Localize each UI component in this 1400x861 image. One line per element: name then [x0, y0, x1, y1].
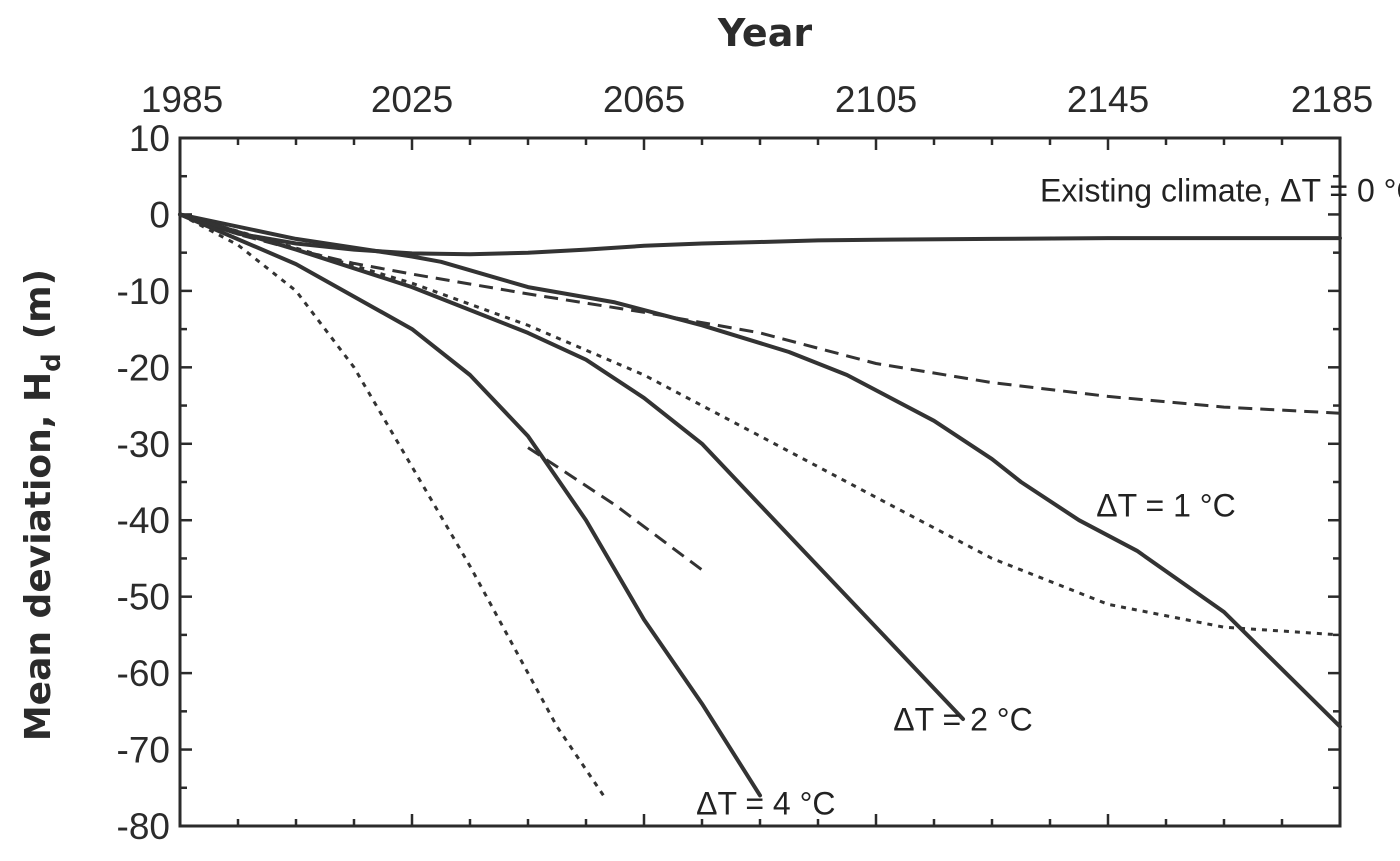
x-tick-label: 2025	[371, 79, 453, 120]
series-line-dotted-8	[179, 213, 605, 797]
y-tick-label: 10	[129, 118, 170, 159]
y-axis-label-subscript: d	[37, 353, 67, 372]
series-annotation: Existing climate, ΔT = 0 °C	[1040, 172, 1400, 208]
series-group	[178, 212, 1342, 798]
series-line-dashed-2	[179, 212, 1341, 415]
x-tick-label: 2105	[835, 79, 917, 120]
y-tick-label: -20	[117, 347, 170, 388]
x-tick-label: 1985	[141, 79, 223, 120]
y-tick-label: -80	[117, 806, 170, 847]
axis-tick-labels: 1985 2025 2065 2105 2145 2185 10 0 -10 -20 -30 -40 -…	[117, 79, 1374, 847]
series-annotation: ΔT = 2 °C	[893, 701, 1032, 737]
y-tick-label: -50	[117, 577, 170, 618]
y-tick-label: -10	[117, 271, 170, 312]
svg-text:Mean deviation, Hd(m): Mean deviation, Hd (m)	[18, 269, 67, 741]
y-tick-label: -70	[117, 730, 170, 771]
y-tick-label: 0	[149, 194, 170, 235]
series-line-solid-3	[178, 212, 1342, 729]
y-axis-label: Mean deviation, Hd (m)	[18, 269, 67, 741]
y-tick-label: -60	[117, 653, 170, 694]
chart-title: Year	[717, 11, 812, 55]
axis-ticks	[178, 136, 1342, 828]
y-axis-label-main: Mean deviation, H	[18, 372, 59, 741]
x-tick-label: 2145	[1067, 79, 1149, 120]
series-line-solid-7	[178, 212, 762, 798]
series-annotation: ΔT = 4 °C	[696, 786, 835, 822]
annotations-group: Existing climate, ΔT = 0 °C ΔT = 1 °C ΔT =…	[696, 172, 1400, 821]
y-tick-label: -40	[117, 500, 170, 541]
series-line-dashed-6	[527, 446, 703, 572]
x-tick-label: 2065	[603, 79, 685, 120]
series-line-dotted-4	[179, 212, 1341, 637]
series-line-solid-5	[178, 212, 965, 721]
y-tick-label: -30	[117, 424, 170, 465]
series-line-solid-1	[178, 212, 1342, 257]
series-annotation: ΔT = 1 °C	[1096, 487, 1235, 523]
y-axis-label-unit: (m)	[18, 269, 59, 339]
x-tick-label: 2185	[1291, 79, 1373, 120]
